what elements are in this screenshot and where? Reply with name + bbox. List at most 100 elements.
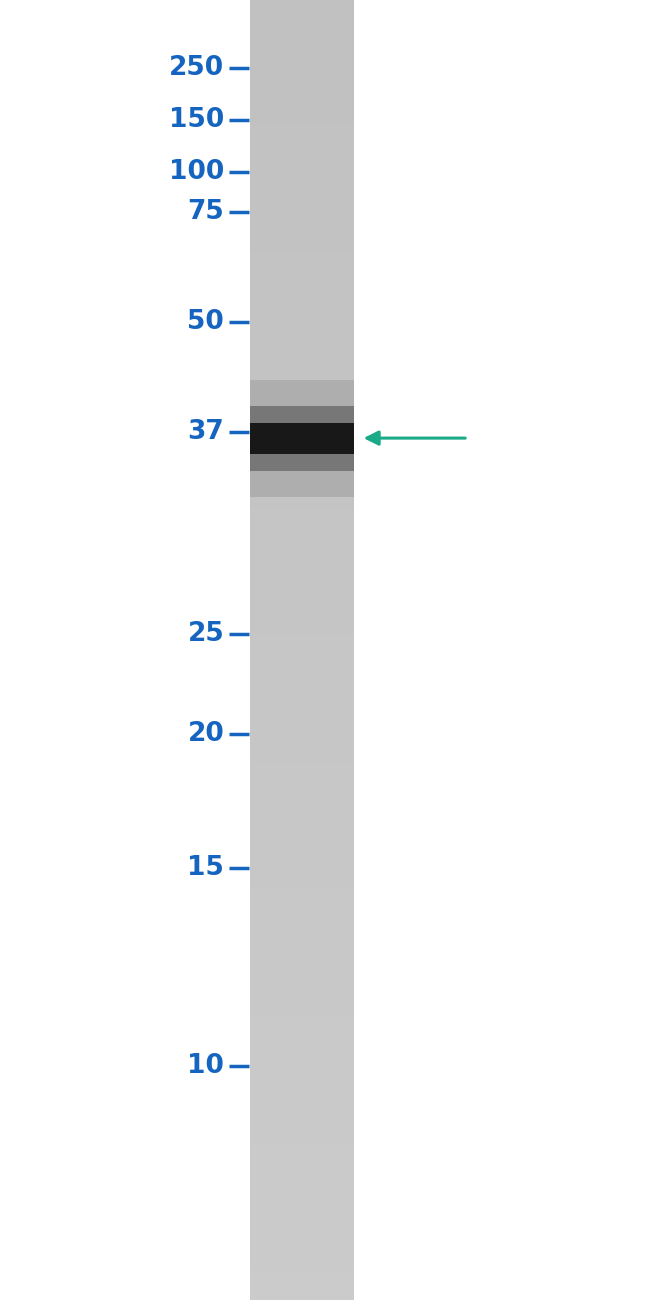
Bar [250,88,354,91]
Bar [250,426,354,429]
Bar [250,60,354,62]
Bar [250,848,354,850]
Bar [250,1092,354,1095]
Bar [250,559,354,562]
Bar [250,580,354,582]
Bar [250,827,354,829]
Bar [250,29,354,31]
Bar [250,718,354,720]
Bar [250,897,354,900]
Bar [250,377,354,380]
Bar [250,915,354,918]
Bar [250,8,354,10]
Bar [250,1258,354,1261]
Bar [250,408,354,411]
Bar [250,187,354,190]
Bar [250,1196,354,1199]
Bar [250,889,354,892]
Bar [250,177,354,179]
Bar [250,577,354,580]
Bar [250,130,354,133]
Bar [250,736,354,738]
Bar [250,1136,354,1139]
Bar [250,905,354,907]
Bar [250,1225,354,1227]
Bar [250,44,354,47]
Bar [250,281,354,283]
Bar [250,78,354,81]
Bar [250,294,354,296]
Bar [250,96,354,99]
Bar [250,1152,354,1154]
Bar [250,70,354,73]
Bar [250,1056,354,1058]
Bar [250,845,354,848]
Bar [250,1279,354,1282]
Bar [250,1235,354,1238]
Bar [250,1264,354,1266]
Bar [250,980,354,983]
Bar [250,104,354,107]
Bar [250,608,354,611]
Bar [250,803,354,806]
Bar [250,1271,354,1274]
Bar [250,109,354,112]
Bar [250,731,354,733]
Bar [250,83,354,86]
Bar [250,489,354,491]
Bar [250,673,354,676]
Bar [250,1199,354,1201]
Bar [250,1183,354,1186]
Bar [250,317,354,320]
Bar [250,850,354,853]
Bar [250,1188,354,1191]
Bar [250,382,354,385]
Bar [250,1053,354,1056]
Bar [250,1186,354,1188]
Bar [250,101,354,104]
Bar [250,881,354,884]
Bar [250,351,354,354]
Bar [250,434,354,437]
Bar [250,346,354,348]
Text: 50: 50 [187,309,224,335]
Bar [250,855,354,858]
Bar [250,840,354,842]
Bar [250,824,354,827]
Bar [250,918,354,920]
Bar [250,962,354,965]
Bar [250,159,354,161]
Bar [250,874,354,876]
Bar [250,702,354,705]
Bar [250,216,354,218]
Bar [250,692,354,694]
Bar [250,593,354,595]
Bar [250,380,354,497]
Bar [250,422,354,454]
Bar [250,993,354,996]
Bar [250,395,354,398]
Bar [250,55,354,57]
Bar [250,39,354,42]
Bar [250,842,354,845]
Bar [250,660,354,663]
Bar [250,283,354,286]
Bar [250,393,354,395]
Bar [250,276,354,278]
Bar [250,330,354,333]
Bar [250,970,354,972]
Bar [250,1071,354,1074]
Bar [250,73,354,75]
Bar [250,1074,354,1076]
Bar [250,530,354,533]
Bar [250,681,354,684]
Bar [250,244,354,247]
Bar [250,497,354,499]
Bar [250,296,354,299]
Bar [250,1123,354,1126]
Bar [250,1115,354,1118]
Bar [250,575,354,577]
Bar [250,112,354,114]
Bar [250,801,354,803]
Bar [250,887,354,889]
